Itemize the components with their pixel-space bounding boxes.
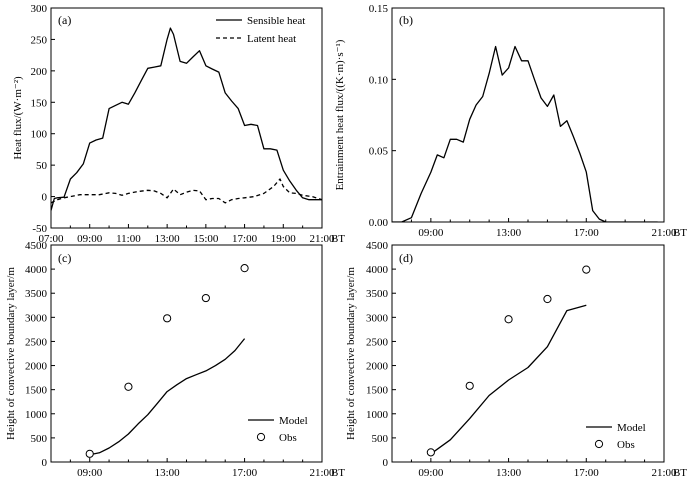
panel-d: 0 500 1000 1500 2000 2500 3000 3500 4000 4500 09:0… <box>345 240 687 479</box>
x-tick-label: 21:00 <box>309 233 335 245</box>
legend-swatch-obs <box>594 439 604 449</box>
x-tick-label: 09:00 <box>418 467 444 479</box>
y-tick-label: 0.00 <box>369 217 389 229</box>
y-axis-label: Height of convective boundary layer/m <box>345 267 357 440</box>
y-tick-label: -50 <box>32 223 47 235</box>
y-tick-label: 2500 <box>366 336 389 348</box>
y-tick-label: 4000 <box>25 264 48 276</box>
y-tick-label: 1000 <box>366 409 389 421</box>
legend: Model Obs <box>586 422 646 451</box>
x-unit-label: BT <box>673 467 687 479</box>
x-tick-label: 17:00 <box>574 467 600 479</box>
series-line-model <box>89 338 246 456</box>
x-tick-label: 21:00 <box>651 467 677 479</box>
legend-label-latent-heat: Latent heat <box>247 33 296 45</box>
y-tick-label: 3000 <box>366 312 389 324</box>
y-tick-label: 3500 <box>25 288 48 300</box>
y-tick-label: 2500 <box>25 336 48 348</box>
y-tick-label: 0.10 <box>369 74 389 86</box>
y-tick-label: 100 <box>31 129 48 141</box>
x-unit-label: BT <box>673 227 687 239</box>
y-tick-label: 0.05 <box>369 146 389 158</box>
x-tick-label: 19:00 <box>271 233 297 245</box>
panel-a: -50 0 50 100 150 200 250 300 07:00 09:00 11:00 13:0… <box>12 3 345 245</box>
y-tick-label: 0.15 <box>369 3 389 15</box>
x-tick-label: 09:00 <box>77 467 103 479</box>
data-point-obs <box>163 314 172 323</box>
x-tick-label: 13:00 <box>155 467 181 479</box>
x-tick-label: 09:00 <box>77 233 103 245</box>
data-point-obs <box>504 315 513 324</box>
data-point-obs <box>124 382 133 391</box>
x-tick-label: 11:00 <box>116 233 141 245</box>
legend-label-sensible-heat: Sensible heat <box>247 15 305 27</box>
legend: Sensible heat Latent heat <box>216 15 305 45</box>
y-axis-label: Heat flux/(W·m⁻²) <box>12 76 24 160</box>
y-tick-label: 1500 <box>25 385 48 397</box>
y-tick-label: 50 <box>36 160 48 172</box>
y-tick-label: 3000 <box>25 312 48 324</box>
y-tick-label: 1500 <box>366 385 389 397</box>
legend-label-model: Model <box>617 422 646 434</box>
x-tick-label: 17:00 <box>574 227 600 239</box>
legend-swatch-obs <box>256 432 266 442</box>
y-tick-label: 2000 <box>25 361 48 373</box>
y-tick-label: 0 <box>42 192 48 204</box>
x-tick-label: 15:00 <box>193 233 219 245</box>
y-tick-label: 4500 <box>366 240 389 252</box>
x-tick-label: 21:00 <box>651 227 677 239</box>
x-tick-label: 09:00 <box>418 227 444 239</box>
legend-label-model: Model <box>279 415 308 427</box>
panel-label: (d) <box>399 251 413 265</box>
series-line-entrainment-heat-flux <box>392 45 658 222</box>
x-tick-label: 17:00 <box>232 467 258 479</box>
y-tick-label: 1000 <box>25 409 48 421</box>
y-tick-label: 250 <box>31 34 48 46</box>
x-tick-label: 17:00 <box>232 233 258 245</box>
x-unit-label: BT <box>331 233 345 245</box>
x-tick-label: 21:00 <box>309 467 335 479</box>
panel-label: (c) <box>58 251 71 265</box>
y-tick-label: 200 <box>31 66 48 78</box>
y-tick-label: 4500 <box>25 240 48 252</box>
y-tick-label: 150 <box>31 97 48 109</box>
data-point-obs <box>426 448 435 457</box>
y-tick-label: 2000 <box>366 361 389 373</box>
x-tick-label: 13:00 <box>155 233 181 245</box>
panel-label: (a) <box>58 13 71 27</box>
legend: Model Obs <box>248 415 308 444</box>
x-unit-label: BT <box>331 467 345 479</box>
y-tick-label: 0 <box>383 457 389 469</box>
data-point-obs <box>201 293 210 303</box>
y-tick-label: 300 <box>31 3 48 15</box>
x-tick-label: 07:00 <box>38 233 64 245</box>
y-tick-label: 4000 <box>366 264 389 276</box>
y-tick-label: 500 <box>31 433 48 445</box>
data-point-obs <box>543 294 552 304</box>
series-line-latent-heat <box>51 178 322 204</box>
data-point-obs <box>582 265 591 274</box>
data-point-obs <box>85 449 94 458</box>
data-point-obs <box>465 381 474 390</box>
legend-label-obs: Obs <box>617 439 635 451</box>
x-tick-label: 13:00 <box>496 467 522 479</box>
legend-label-obs: Obs <box>279 432 297 444</box>
series-line-model <box>430 304 587 455</box>
y-tick-label: 0 <box>42 457 48 469</box>
panel-label: (b) <box>399 13 413 27</box>
plot-frame <box>50 244 323 463</box>
y-tick-label: 500 <box>372 433 389 445</box>
data-point-obs <box>240 264 249 273</box>
plot-frame <box>391 7 665 223</box>
series-line-sensible-heat <box>51 27 322 211</box>
panel-c: 0 500 1000 1500 2000 2500 3000 3500 4000 4500 09:0… <box>5 240 345 479</box>
y-axis-label: Height of convective boundary layer/m <box>5 267 17 440</box>
y-tick-label: 3500 <box>366 288 389 300</box>
y-axis-label: Entrainment heat flux/((K·m)·s⁻¹) <box>334 39 346 190</box>
x-tick-label: 13:00 <box>496 227 522 239</box>
